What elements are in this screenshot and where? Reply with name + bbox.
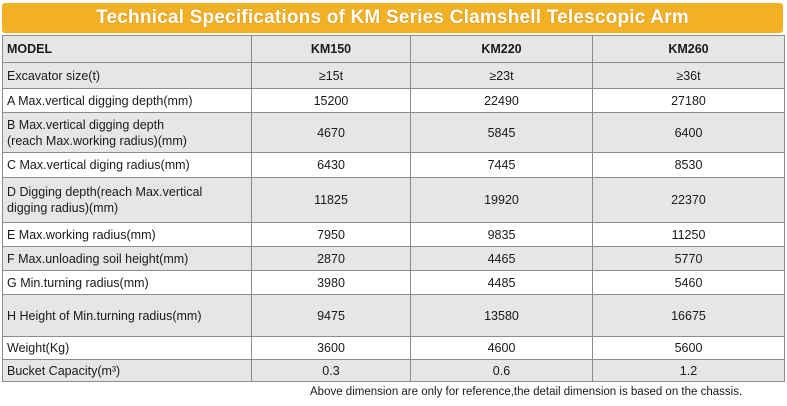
row-value: 2870	[251, 246, 411, 271]
row-value: 7445	[410, 152, 593, 178]
row-value: 19920	[410, 177, 593, 223]
table-row: Weight(Kg) 3600 4600 5600	[2, 336, 785, 360]
row-value: 4465	[410, 246, 593, 271]
row-value: 0.6	[410, 359, 593, 382]
row-value: 16675	[592, 294, 785, 337]
row-value: 3980	[251, 270, 411, 295]
row-value: 5600	[592, 336, 785, 360]
row-value: 5460	[592, 270, 785, 295]
row-label: F Max.unloading soil height(mm)	[2, 246, 252, 271]
row-label: D Digging depth(reach Max.vertical diggi…	[2, 177, 252, 223]
row-label: A Max.vertical digging depth(mm)	[2, 88, 252, 113]
row-label: Weight(Kg)	[2, 336, 252, 360]
table-header-row: MODEL KM150 KM220 KM260	[2, 35, 785, 63]
row-value: 1.2	[592, 359, 785, 382]
row-label: E Max.working radius(mm)	[2, 222, 252, 247]
page-title: Technical Specifications of KM Series Cl…	[96, 7, 689, 28]
row-value: ≥15t	[251, 62, 411, 89]
row-value: 11250	[592, 222, 785, 247]
row-value: 8530	[592, 152, 785, 178]
row-value: 0.3	[251, 359, 411, 382]
row-label: C Max.vertical diging radius(mm)	[2, 152, 252, 178]
table-row: F Max.unloading soil height(mm) 2870 446…	[2, 246, 785, 271]
title-bar: Technical Specifications of KM Series Cl…	[2, 3, 783, 33]
row-label: Excavator size(t)	[2, 62, 252, 89]
table-row: E Max.working radius(mm) 7950 9835 11250	[2, 222, 785, 247]
footnote: Above dimension are only for reference,t…	[310, 386, 743, 398]
row-label: H Height of Min.turning radius(mm)	[2, 294, 252, 337]
header-model-km220: KM220	[410, 35, 593, 63]
table-row: Excavator size(t) ≥15t ≥23t ≥36t	[2, 62, 785, 89]
table-row: Bucket Capacity(m³) 0.3 0.6 1.2	[2, 359, 785, 382]
row-value: 5845	[410, 112, 593, 153]
row-value: 9475	[251, 294, 411, 337]
row-value: 22370	[592, 177, 785, 223]
table-row: G Min.turning radius(mm) 3980 4485 5460	[2, 270, 785, 295]
header-model-km260: KM260	[592, 35, 785, 63]
row-value: ≥36t	[592, 62, 785, 89]
row-value: 15200	[251, 88, 411, 113]
row-value: 6400	[592, 112, 785, 153]
row-value: 6430	[251, 152, 411, 178]
row-value: ≥23t	[410, 62, 593, 89]
spec-table: MODEL KM150 KM220 KM260 Excavator size(t…	[2, 35, 785, 382]
row-value: 4600	[410, 336, 593, 360]
row-value: 5770	[592, 246, 785, 271]
table-row: H Height of Min.turning radius(mm) 9475 …	[2, 294, 785, 337]
table-row: B Max.vertical digging depth (reach Max.…	[2, 112, 785, 153]
row-value: 3600	[251, 336, 411, 360]
row-value: 9835	[410, 222, 593, 247]
header-model-km150: KM150	[251, 35, 411, 63]
table-row: D Digging depth(reach Max.vertical diggi…	[2, 177, 785, 223]
row-value: 4485	[410, 270, 593, 295]
row-label: G Min.turning radius(mm)	[2, 270, 252, 295]
table-row: A Max.vertical digging depth(mm) 15200 2…	[2, 88, 785, 113]
row-value: 11825	[251, 177, 411, 223]
row-value: 27180	[592, 88, 785, 113]
row-label: B Max.vertical digging depth (reach Max.…	[2, 112, 252, 153]
row-value: 4670	[251, 112, 411, 153]
row-label: Bucket Capacity(m³)	[2, 359, 252, 382]
header-model-label: MODEL	[2, 35, 252, 63]
row-value: 13580	[410, 294, 593, 337]
table-row: C Max.vertical diging radius(mm) 6430 74…	[2, 152, 785, 178]
row-value: 7950	[251, 222, 411, 247]
row-value: 22490	[410, 88, 593, 113]
